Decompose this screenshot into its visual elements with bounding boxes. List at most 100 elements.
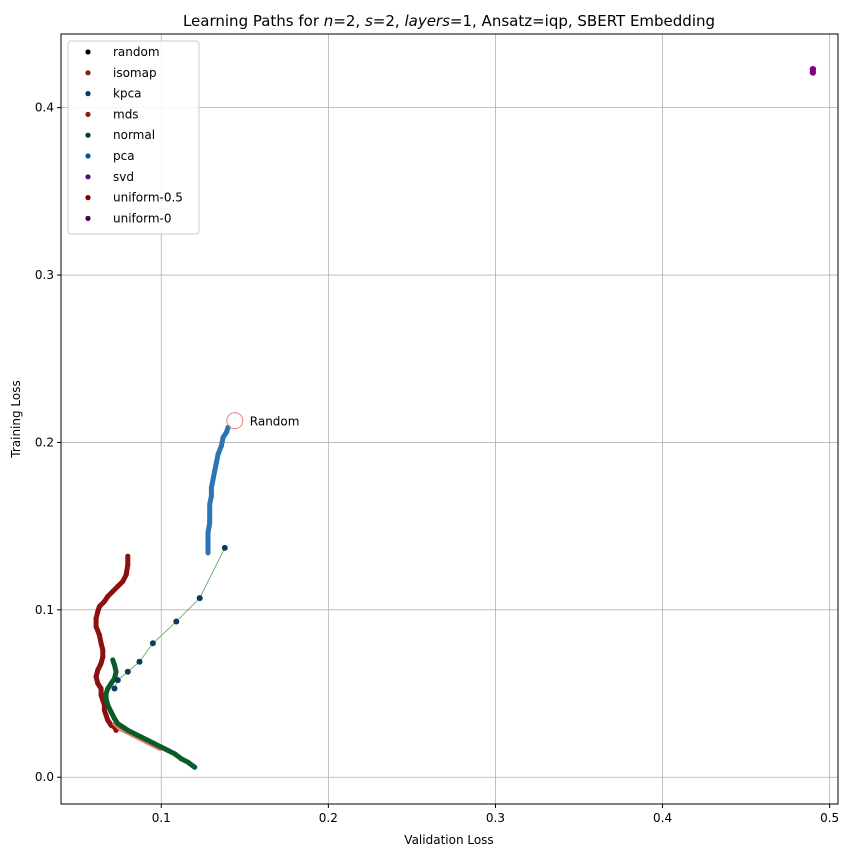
data-point [809, 66, 817, 73]
legend-marker [85, 111, 91, 117]
annotation-layer: Random [226, 412, 300, 430]
legend-label: random [113, 45, 160, 59]
y-axis-label: Training Loss [9, 380, 23, 458]
data-point [115, 721, 121, 727]
x-axis: 0.1 0.2 0.3 0.4 0.5 [152, 804, 839, 825]
data-point [105, 593, 111, 599]
x-tick-label: 0.3 [486, 811, 505, 825]
data-point [123, 572, 129, 578]
data-point [212, 468, 218, 474]
data-point [93, 615, 99, 621]
data-point [125, 553, 131, 559]
data-point [100, 647, 106, 653]
grid [61, 34, 838, 804]
data-point [114, 677, 121, 684]
series-path [103, 657, 198, 770]
data-point [96, 604, 102, 609]
data-point [105, 717, 111, 723]
data-point [93, 674, 99, 680]
data-point [220, 434, 226, 440]
data-point [120, 578, 126, 584]
data-point [95, 609, 101, 614]
data-point [165, 747, 171, 753]
series-uniform-0 [809, 66, 817, 76]
data-point [124, 668, 131, 675]
random-annotation: Random [250, 415, 300, 429]
legend-marker [85, 132, 91, 138]
y-tick-label: 0.0 [35, 770, 54, 784]
data-point [93, 624, 99, 630]
data-point [95, 667, 101, 673]
legend-box [67, 40, 200, 235]
series-uniform-0.5 [93, 553, 131, 733]
x-axis-label: Validation Loss [404, 833, 493, 847]
series-path [205, 424, 231, 556]
data-point [221, 544, 228, 551]
legend-label: isomap [113, 66, 157, 80]
data-point [105, 702, 111, 708]
legend-label: normal [113, 128, 155, 142]
data-point [112, 662, 117, 668]
data-point [207, 501, 213, 507]
data-point [138, 734, 144, 740]
data-point [98, 692, 104, 698]
series-normal [103, 657, 198, 770]
y-axis: 0.0 0.1 0.2 0.3 0.4 [35, 101, 61, 784]
x-tick-label: 0.1 [152, 811, 171, 825]
data-point [98, 640, 104, 646]
data-point [218, 443, 224, 449]
legend-marker [85, 70, 91, 76]
legend-label: kpca [113, 87, 142, 101]
data-point [210, 476, 216, 482]
data-point [113, 669, 119, 675]
legend-label: pca [113, 149, 135, 163]
data-point [208, 485, 214, 491]
data-point [223, 429, 229, 435]
legend-label: mds [113, 107, 139, 121]
data-point [205, 550, 211, 556]
series-kpca [111, 544, 228, 692]
data-point [95, 681, 101, 686]
data-point [192, 764, 198, 770]
series-path [114, 547, 226, 689]
data-point [213, 460, 219, 465]
data-point [110, 657, 116, 663]
data-point [98, 686, 104, 691]
data-point [103, 696, 109, 701]
legend-marker [85, 174, 91, 180]
data-point [96, 632, 102, 638]
legend-marker [85, 195, 91, 201]
y-tick-label: 0.1 [35, 603, 54, 617]
data-point [101, 599, 107, 604]
data-point [207, 520, 213, 526]
data-point [111, 685, 118, 692]
legend-marker [85, 153, 91, 159]
data-point [112, 716, 117, 722]
legend-marker [85, 91, 91, 97]
random-marker [226, 412, 244, 430]
data-point [125, 727, 131, 733]
data-point [115, 583, 121, 589]
data-point [215, 451, 221, 457]
x-tick-label: 0.5 [820, 811, 839, 825]
data-point [145, 737, 151, 743]
series-pca [205, 424, 231, 556]
data-point [149, 640, 156, 647]
data-point [185, 759, 191, 765]
data-point [178, 756, 184, 762]
data-point [103, 712, 109, 718]
data-point [103, 691, 109, 696]
data-point [110, 588, 116, 594]
data-point [158, 744, 164, 750]
x-tick-label: 0.2 [319, 811, 338, 825]
data-point [108, 709, 114, 715]
legend: random isomap kpca mds normal pca svd uniform-0… [67, 40, 200, 235]
data-point [105, 686, 111, 691]
data-point [125, 562, 131, 568]
data-point [173, 618, 180, 625]
y-tick-label: 0.4 [35, 101, 54, 115]
legend-marker [85, 49, 91, 55]
plot-frame [60, 33, 839, 805]
data-point [152, 741, 158, 747]
data-point [205, 540, 211, 546]
